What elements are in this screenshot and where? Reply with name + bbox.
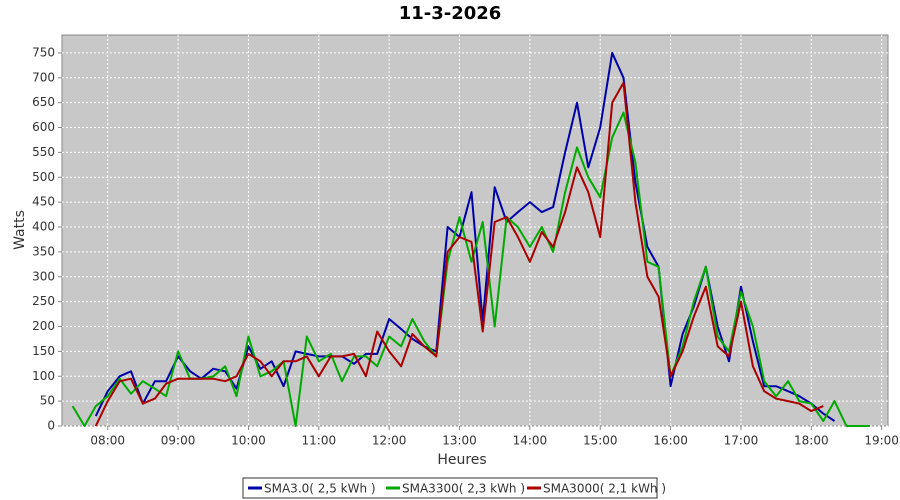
legend-label: SMA3.0( 2,5 kWh ) [264,482,376,496]
x-axis-label: Heures [437,452,486,468]
y-tick-label: 550 [32,145,55,159]
y-tick-label: 450 [32,195,55,209]
y-tick-label: 350 [32,244,55,258]
x-tick-label: 15:00 [583,434,618,448]
y-tick-label: 500 [32,170,55,184]
x-tick-label: 13:00 [442,434,477,448]
lines [71,51,870,427]
y-tick-label: 200 [32,319,55,333]
x-tick-label: 10:00 [231,434,266,448]
x-tick-label: 17:00 [724,434,759,448]
y-axis-label: Watts [12,210,28,250]
legend-label: SMA3300( 2,3 kWh ) [402,482,525,496]
y-tick-label: 100 [32,369,55,383]
y-tick-label: 300 [32,269,55,283]
y-tick-label: 400 [32,220,55,234]
x-tick-label: 18:00 [794,434,829,448]
x-tick-label: 08:00 [90,434,125,448]
y-tick-label: 0 [47,419,55,433]
y-tick-label: 700 [32,70,55,84]
x-tick-label: 12:00 [372,434,407,448]
y-tick-label: 250 [32,294,55,308]
y-tick-label: 750 [32,45,55,59]
x-tick-label: 09:00 [161,434,196,448]
legend-label: SMA3000( 2,1 kWh ) [543,482,666,496]
x-tick-label: 19:00 [864,434,899,448]
x-tick-label: 11:00 [302,434,337,448]
y-tick-label: 650 [32,95,55,109]
y-tick-label: 50 [40,394,55,408]
x-tick-label: 16:00 [653,434,688,448]
series-line [94,81,824,427]
y-tick-label: 600 [32,120,55,134]
x-tick-label: 14:00 [513,434,548,448]
legend [242,477,658,499]
chart-title: 11-3-2026 [399,3,502,24]
y-tick-label: 150 [32,344,55,358]
